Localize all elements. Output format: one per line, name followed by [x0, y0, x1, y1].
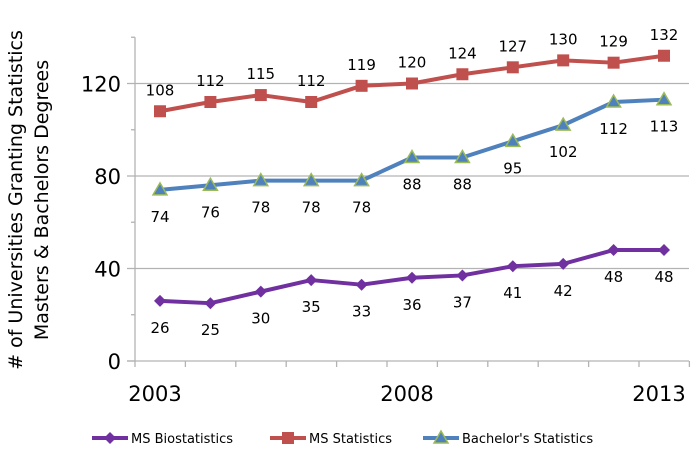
data-point-ms-biostatistics: [456, 269, 469, 282]
data-point-ms-biostatistics: [658, 244, 670, 256]
legend-item-ms-statistics: MS Statistics: [270, 432, 392, 447]
data-label-bachelor-s-statistics: 76: [201, 203, 220, 221]
data-label-ms-statistics: 124: [448, 44, 477, 62]
data-label-ms-statistics: 129: [599, 33, 628, 51]
y-axis-title: Masters & Bachelors Degrees: [31, 60, 53, 340]
legend-label: MS Statistics: [309, 432, 392, 447]
data-point-ms-statistics: [305, 96, 318, 108]
legend-marker-diamond-icon: [104, 432, 116, 444]
y-axis-title: # of Universities Granting Statistics: [5, 30, 27, 370]
data-point-ms-biostatistics: [305, 274, 318, 287]
legend: MS Biostatistics MS Statistics Bachelor's …: [92, 429, 593, 447]
x-tick-label: 2013: [632, 382, 685, 406]
series-lines: [151, 49, 673, 310]
data-point-bachelor-s-statistics: [353, 172, 370, 187]
legend-marker-square-icon: [282, 432, 294, 444]
y-tick-label: 40: [94, 258, 121, 282]
x-tick-labels: 2003 2008 2013: [128, 382, 685, 406]
x-tick-label: 2008: [380, 382, 433, 406]
y-tick-label: 80: [94, 165, 121, 189]
data-label-ms-statistics: 132: [650, 26, 679, 44]
data-point-bachelor-s-statistics: [252, 172, 270, 187]
y-tick-label: 120: [81, 73, 121, 97]
x-tick-label: 2003: [128, 382, 181, 406]
data-point-ms-biostatistics: [607, 244, 620, 256]
data-labels: 26 25 30 35 33 36 37 41 42 48 48 108 112 115 112 119 120…: [146, 26, 679, 339]
data-label-ms-biostatistics: 37: [453, 293, 472, 311]
data-label-ms-biostatistics: 26: [150, 319, 169, 337]
data-label-bachelor-s-statistics: 78: [352, 199, 371, 217]
data-label-ms-biostatistics: 30: [251, 310, 270, 328]
data-point-ms-statistics: [254, 89, 267, 102]
data-point-ms-biostatistics: [254, 285, 267, 298]
data-point-ms-statistics: [506, 61, 519, 74]
data-label-ms-statistics: 108: [146, 81, 175, 99]
data-point-ms-statistics: [607, 56, 620, 69]
data-point-ms-statistics: [456, 68, 469, 81]
data-label-ms-biostatistics: 33: [352, 303, 371, 321]
data-point-ms-biostatistics: [204, 297, 217, 310]
axes: [127, 36, 691, 367]
legend-item-ms-biostatistics: MS Biostatistics: [92, 432, 233, 447]
data-label-ms-biostatistics: 35: [302, 298, 321, 316]
data-label-bachelor-s-statistics: 88: [402, 176, 421, 194]
legend-item-bachelor-s-statistics: Bachelor's Statistics: [423, 429, 593, 447]
data-point-ms-biostatistics: [506, 260, 519, 273]
legend-marker-triangle-icon: [432, 429, 450, 444]
data-label-ms-biostatistics: 48: [654, 268, 673, 286]
data-label-ms-statistics: 130: [549, 30, 578, 48]
data-point-ms-statistics: [658, 49, 670, 62]
data-point-bachelor-s-statistics: [655, 91, 673, 106]
y-tick-label: 0: [108, 350, 121, 374]
data-label-ms-biostatistics: 36: [402, 296, 421, 314]
data-label-ms-biostatistics: 25: [201, 321, 220, 339]
data-label-ms-biostatistics: 42: [554, 282, 573, 300]
legend-label: MS Biostatistics: [131, 432, 233, 447]
data-label-ms-biostatistics: 48: [604, 268, 623, 286]
data-point-ms-statistics: [154, 105, 166, 118]
data-label-ms-statistics: 112: [297, 72, 326, 90]
data-point-bachelor-s-statistics: [554, 116, 572, 131]
data-point-ms-statistics: [557, 54, 570, 67]
data-point-ms-biostatistics: [154, 294, 166, 307]
data-point-ms-statistics: [204, 96, 217, 108]
y-tick-labels: 0 40 80 120: [81, 73, 121, 375]
data-point-bachelor-s-statistics: [454, 149, 471, 164]
data-point-bachelor-s-statistics: [202, 176, 219, 191]
data-label-bachelor-s-statistics: 88: [453, 176, 472, 194]
data-label-ms-statistics: 115: [246, 65, 275, 83]
data-label-ms-biostatistics: 41: [503, 284, 522, 302]
data-label-bachelor-s-statistics: 74: [150, 208, 169, 226]
data-label-bachelor-s-statistics: 112: [599, 120, 628, 138]
data-label-bachelor-s-statistics: 113: [650, 118, 679, 136]
data-point-ms-biostatistics: [557, 257, 570, 270]
data-point-ms-biostatistics: [406, 271, 418, 284]
data-point-ms-statistics: [355, 79, 368, 92]
data-label-ms-statistics: 127: [498, 37, 527, 55]
data-label-ms-statistics: 112: [196, 72, 225, 90]
data-label-bachelor-s-statistics: 78: [302, 199, 321, 217]
data-point-bachelor-s-statistics: [605, 93, 622, 108]
data-point-bachelor-s-statistics: [302, 172, 320, 187]
legend-label: Bachelor's Statistics: [462, 432, 593, 447]
data-point-ms-statistics: [406, 77, 418, 90]
data-label-ms-statistics: 120: [398, 54, 427, 72]
data-point-bachelor-s-statistics: [151, 181, 169, 196]
data-label-bachelor-s-statistics: 95: [503, 159, 522, 177]
data-label-bachelor-s-statistics: 102: [549, 143, 578, 161]
data-point-ms-biostatistics: [355, 278, 368, 291]
data-label-ms-statistics: 119: [347, 56, 376, 74]
data-point-bachelor-s-statistics: [504, 132, 522, 148]
y-axis-label: # of Universities Granting Statistics Mas…: [5, 30, 53, 370]
data-label-bachelor-s-statistics: 78: [251, 199, 270, 217]
data-point-bachelor-s-statistics: [403, 149, 421, 164]
